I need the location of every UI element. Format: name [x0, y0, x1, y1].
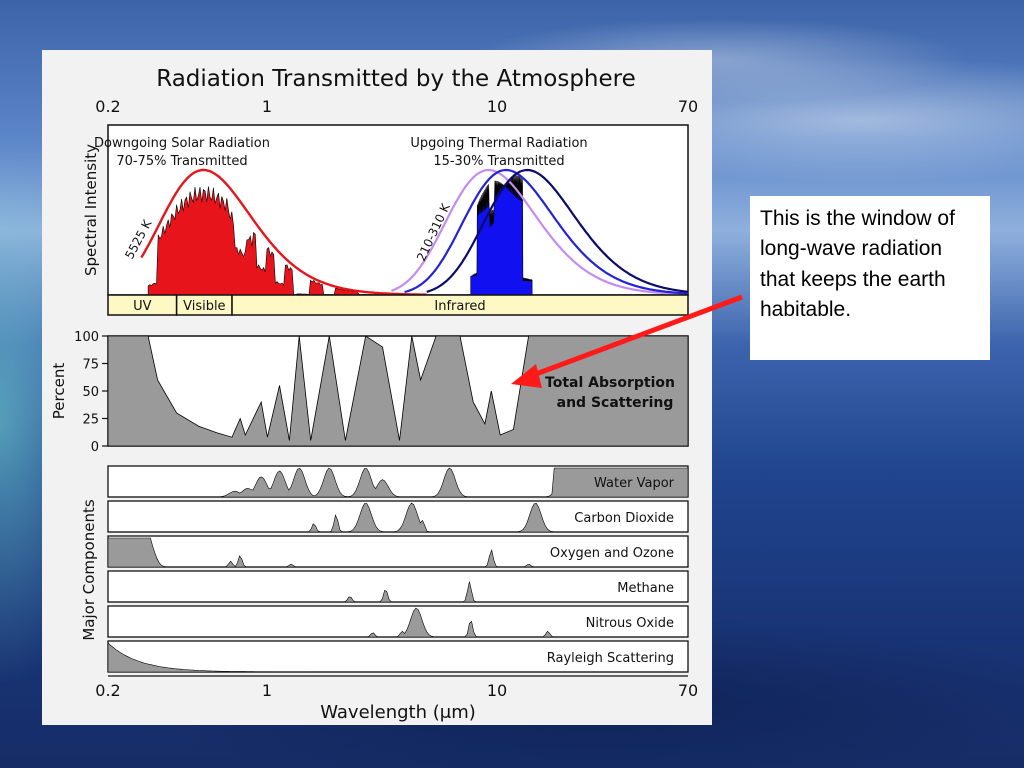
- y-tick-label: 0: [91, 440, 99, 455]
- component-row: [107, 535, 689, 568]
- top-tick-label: 1: [262, 97, 272, 116]
- y-tick-label: 100: [74, 330, 99, 345]
- component-row: [107, 570, 689, 603]
- component-absorption-area: [108, 467, 689, 498]
- absorption-y-label: Percent: [50, 363, 68, 420]
- thermal-transmitted-area: [470, 175, 533, 296]
- top-tick-label: 0.2: [95, 97, 120, 116]
- thermal-curve-260k: [404, 168, 689, 295]
- solar-label-line2: 70-75% Transmitted: [116, 154, 247, 169]
- chart-svg: Radiation Transmitted by the Atmosphere …: [50, 66, 698, 723]
- components-y-label: Major Components: [80, 499, 98, 640]
- bottom-tick-label: 1: [262, 681, 272, 700]
- thermal-transmitted-fill: [470, 175, 533, 296]
- thermal-label-line1: Upgoing Thermal Radiation: [410, 136, 587, 151]
- component-label: Rayleigh Scattering: [547, 651, 674, 666]
- bottom-tick-label: 10: [487, 681, 507, 700]
- bottom-axis-ticks: 0.2 1 10 70: [95, 681, 698, 700]
- absorption-annotation-line2: and Scattering: [557, 395, 674, 411]
- wavelength-bands: UV Visible Infrared: [107, 294, 689, 316]
- bottom-tick-label: 0.2: [95, 681, 120, 700]
- component-label: Carbon Dioxide: [574, 511, 674, 526]
- chart-title: Radiation Transmitted by the Atmosphere: [156, 66, 636, 92]
- bottom-tick-label: 70: [678, 681, 698, 700]
- component-label: Oxygen and Ozone: [550, 546, 674, 561]
- absorption-y-ticks: 100 75 50 25 0: [74, 330, 108, 455]
- component-label: Water Vapor: [594, 476, 675, 491]
- component-row: [107, 640, 689, 673]
- component-label: Methane: [617, 581, 674, 596]
- components-panel: Water Vapor Carbon Dioxide Oxygen and Ozon…: [107, 465, 689, 677]
- atmosphere-transmission-figure: Radiation Transmitted by the Atmosphere …: [42, 50, 712, 725]
- absorption-annotation-line1: Total Absorption: [545, 375, 675, 391]
- y-tick-label: 25: [82, 413, 99, 428]
- component-absorption-area: [108, 581, 688, 603]
- top-axis-ticks: 0.2 1 10 70: [95, 97, 698, 116]
- y-tick-label: 75: [82, 358, 99, 373]
- band-label: UV: [133, 299, 152, 314]
- spectral-y-label: Spectral Intensity: [82, 144, 100, 276]
- band-label: Infrared: [434, 299, 485, 314]
- x-axis-label: Wavelength (μm): [320, 702, 476, 723]
- solar-blackbody-curve: [140, 168, 427, 296]
- band-label: Visible: [183, 299, 225, 314]
- blackbody-curves: [140, 168, 689, 296]
- y-tick-label: 50: [82, 385, 99, 400]
- thermal-curve-210k: [426, 168, 689, 293]
- component-absorption-area: [107, 642, 688, 673]
- thermal-curve-310k: [391, 168, 689, 296]
- top-tick-label: 70: [678, 97, 698, 116]
- absorption-panel: 100 75 50 25 0 Total Absorption and Scatteri…: [50, 330, 689, 455]
- spectral-panel: Downgoing Solar Radiation 70-75% Transmi…: [82, 124, 689, 316]
- thermal-label-line2: 15-30% Transmitted: [433, 154, 564, 169]
- component-label: Nitrous Oxide: [586, 616, 674, 631]
- component-absorption-area: [108, 502, 688, 533]
- component-absorption-area: [108, 607, 688, 638]
- callout-box: This is the window of long-wave radiatio…: [750, 196, 990, 360]
- component-absorption-area: [107, 537, 688, 568]
- solar-label-line1: Downgoing Solar Radiation: [94, 136, 270, 151]
- top-tick-label: 10: [487, 97, 507, 116]
- callout-text: This is the window of long-wave radiatio…: [760, 207, 955, 322]
